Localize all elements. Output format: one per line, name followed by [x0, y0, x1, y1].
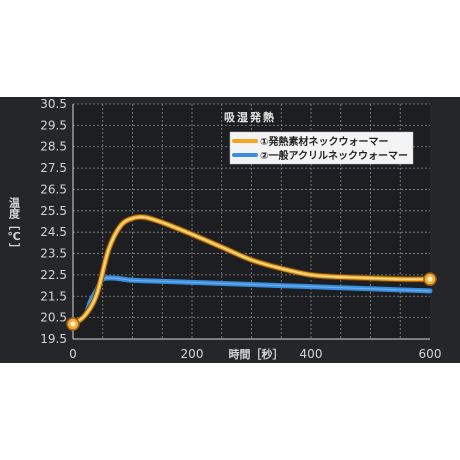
y-tick-label: 24.5 [40, 225, 67, 239]
legend-label-acrylic: ②一般アクリルネックウォーマー [260, 149, 408, 162]
chart-title: 吸湿発熱 [224, 110, 276, 124]
series-heat-endpoint-marker-center [70, 321, 76, 327]
x-tick-label: 400 [300, 347, 323, 361]
y-tick-label: 28.5 [40, 140, 67, 154]
y-tick-label: 27.5 [40, 161, 67, 175]
legend-box [229, 131, 414, 165]
y-tick-label: 22.5 [40, 268, 67, 282]
y-tick-label: 26.5 [40, 182, 67, 196]
series-heat-endpoint-marker-center [427, 276, 433, 282]
y-tick-label: 19.5 [40, 332, 67, 346]
x-tick-label: 0 [69, 347, 77, 361]
series-heat-line-highlight [72, 216, 431, 325]
x-tick-label: 600 [419, 347, 442, 361]
x-axis-label: 時間［秒］ [229, 347, 284, 361]
x-tick-label: 200 [181, 347, 204, 361]
y-tick-label: 23.5 [40, 247, 67, 261]
y-tick-label: 29.5 [40, 118, 67, 132]
y-tick-label: 21.5 [40, 289, 67, 303]
y-tick-label: 25.5 [40, 204, 67, 218]
y-axis-label: 温度［℃］ [7, 196, 20, 254]
y-tick-label: 20.5 [40, 311, 67, 325]
legend-label-heat: ①発熱素材ネックウォーマー [260, 135, 388, 148]
line-chart: 19.5 20.5 21.5 22.5 23.5 24.5 25.5 26.5 27.5 28.5… [7, 97, 442, 361]
y-tick-label: 30.5 [40, 97, 67, 111]
chart-panel: 19.5 20.5 21.5 22.5 23.5 24.5 25.5 26.5 27.5 28.5… [0, 97, 460, 363]
